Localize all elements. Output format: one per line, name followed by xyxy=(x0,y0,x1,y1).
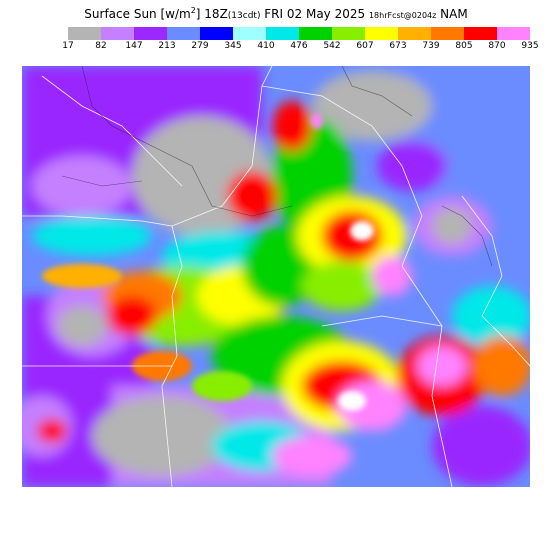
legend-label: 805 xyxy=(455,41,473,51)
forecast-map xyxy=(22,66,530,487)
coastlines xyxy=(61,66,493,267)
legend-swatch xyxy=(134,27,167,40)
field-detail xyxy=(42,113,374,411)
legend-label: 542 xyxy=(323,41,341,51)
legend-label: 476 xyxy=(290,41,308,51)
legend-swatch xyxy=(167,27,200,40)
title-date: FRI 02 May 2025 xyxy=(260,7,369,21)
legend-swatch xyxy=(464,27,497,40)
title-model: NAM xyxy=(436,7,468,21)
legend-swatch xyxy=(299,27,332,40)
legend-color-bar xyxy=(68,27,530,40)
legend-swatch xyxy=(233,27,266,40)
legend-label: 870 xyxy=(488,41,506,51)
legend-swatch xyxy=(497,27,530,40)
legend-label: 82 xyxy=(95,41,107,51)
political-boundaries xyxy=(22,66,530,487)
legend-swatch xyxy=(365,27,398,40)
title-time: ] 18Z xyxy=(195,7,228,21)
legend-label: 410 xyxy=(257,41,275,51)
legend-label: 607 xyxy=(356,41,374,51)
legend-label: 213 xyxy=(158,41,176,51)
legend-swatch xyxy=(332,27,365,40)
legend-label: 345 xyxy=(224,41,242,51)
legend-swatch xyxy=(431,27,464,40)
title-local: (13cdt) xyxy=(227,11,261,21)
legend-swatch xyxy=(101,27,134,40)
legend-label: 739 xyxy=(422,41,440,51)
legend-label: 935 xyxy=(521,41,539,51)
legend-label: 673 xyxy=(389,41,407,51)
title-prefix: Surface Sun [w/m xyxy=(84,7,191,21)
legend-swatch xyxy=(398,27,431,40)
title-sup: 2 xyxy=(190,6,196,15)
title-fcst: 18hrFcst@0204z xyxy=(368,11,437,20)
legend-label: 279 xyxy=(191,41,209,51)
legend-label: 147 xyxy=(125,41,143,51)
legend-labels: 17 82 147 213 279 345 410 476 542 607 673 739 805 870… xyxy=(62,41,538,53)
chart-title: Surface Sun [w/m2] 18Z(13cdt) FRI 02 May… xyxy=(0,6,552,21)
legend-swatch xyxy=(68,27,101,40)
legend-swatch xyxy=(266,27,299,40)
legend-label: 17 xyxy=(62,41,74,51)
legend-swatch xyxy=(200,27,233,40)
